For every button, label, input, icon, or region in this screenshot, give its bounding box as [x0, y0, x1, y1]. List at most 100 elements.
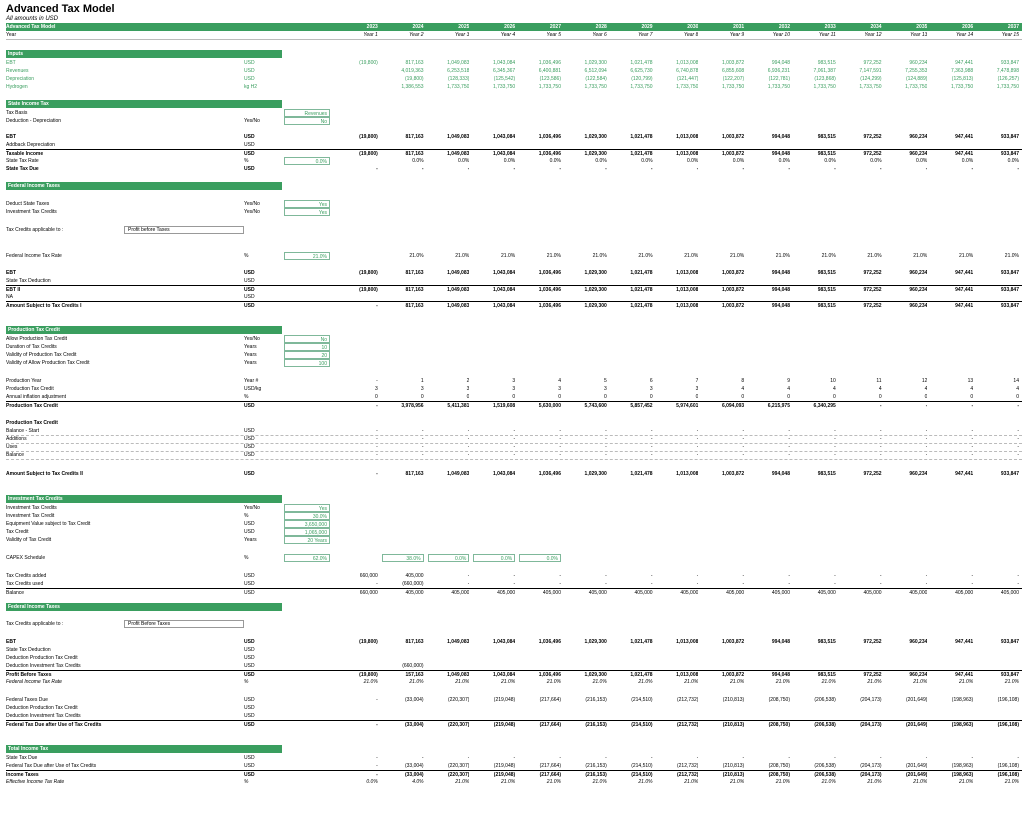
value-cell[interactable]: -: [376, 166, 378, 172]
value-cell[interactable]: -: [376, 452, 378, 458]
value-cell[interactable]: 0: [878, 394, 882, 400]
value-cell[interactable]: 4,019,363: [401, 68, 424, 74]
value-cell[interactable]: [382, 704, 424, 712]
value-cell[interactable]: 21.0%: [775, 679, 790, 685]
value-cell[interactable]: -: [696, 166, 699, 172]
value-cell[interactable]: 3: [375, 386, 378, 392]
value-cell[interactable]: 1,043,084: [492, 303, 516, 309]
value-cell[interactable]: -: [696, 452, 699, 458]
value-cell[interactable]: (196,108): [997, 763, 1019, 769]
value-cell[interactable]: 1,029,300: [584, 60, 607, 66]
value-cell[interactable]: 947,441: [955, 151, 974, 157]
value-cell[interactable]: 1,043,084: [492, 60, 516, 66]
value-cell[interactable]: 817,163: [405, 151, 424, 157]
value-cell[interactable]: 933,847: [1000, 287, 1019, 293]
value-cell[interactable]: 21.0%: [409, 253, 424, 259]
value-cell[interactable]: [840, 419, 882, 427]
value-cell[interactable]: 1,733,750: [492, 84, 516, 90]
value-cell[interactable]: -: [605, 755, 607, 761]
value-cell[interactable]: 6,340,295: [813, 403, 836, 409]
value-cell[interactable]: 4: [970, 386, 974, 392]
value-cell[interactable]: (19,800): [359, 287, 378, 293]
value-cell[interactable]: -: [742, 444, 745, 450]
value-cell[interactable]: (204,173): [860, 722, 882, 728]
value-cell[interactable]: 6,855,608: [721, 68, 745, 74]
value-cell[interactable]: 5: [604, 378, 607, 384]
value-cell[interactable]: 983,515: [817, 134, 836, 140]
value-cell[interactable]: (208,750): [768, 772, 790, 778]
value-cell[interactable]: 1,003,872: [721, 151, 745, 157]
value-cell[interactable]: 960,234: [909, 60, 928, 66]
value-cell[interactable]: -: [1017, 581, 1019, 587]
value-cell[interactable]: 960,234: [909, 270, 928, 276]
value-cell[interactable]: [473, 419, 515, 427]
value-cell[interactable]: 0.0%: [549, 158, 561, 164]
value-cell[interactable]: -: [467, 755, 470, 761]
value-cell[interactable]: -: [742, 573, 745, 579]
value-cell[interactable]: 994,048: [771, 151, 790, 157]
value-cell[interactable]: 1,049,083: [447, 471, 470, 477]
value-cell[interactable]: -: [467, 573, 470, 579]
value-cell[interactable]: 4: [878, 386, 882, 392]
value-cell[interactable]: -: [879, 436, 882, 442]
value-cell[interactable]: 405,000: [542, 590, 561, 596]
year-number-cell[interactable]: Year 9: [729, 32, 745, 38]
value-cell[interactable]: (126,257): [997, 76, 1019, 82]
value-cell[interactable]: (196,108): [997, 697, 1019, 703]
value-cell[interactable]: (201,649): [905, 772, 928, 778]
input-cell[interactable]: 20 Years: [284, 536, 330, 544]
value-cell[interactable]: [886, 646, 928, 654]
value-cell[interactable]: (210,813): [722, 697, 745, 703]
value-cell[interactable]: 0.0%: [824, 158, 836, 164]
value-cell[interactable]: [840, 712, 882, 720]
value-cell[interactable]: 1,733,750: [447, 84, 470, 90]
value-cell[interactable]: [611, 662, 653, 670]
value-cell[interactable]: -: [421, 428, 424, 434]
value-cell[interactable]: 5,974,601: [676, 403, 699, 409]
capex-input-cell[interactable]: 38.0%: [381, 554, 424, 562]
value-cell[interactable]: [657, 654, 699, 662]
value-cell[interactable]: [611, 654, 653, 662]
value-cell[interactable]: (204,173): [860, 763, 882, 769]
value-cell[interactable]: -: [925, 452, 928, 458]
value-cell[interactable]: [748, 654, 790, 662]
value-cell[interactable]: 11: [876, 378, 882, 384]
value-cell[interactable]: -: [650, 444, 653, 450]
value-cell[interactable]: (19,800): [359, 639, 378, 645]
value-cell[interactable]: [519, 704, 561, 712]
value-cell[interactable]: -: [834, 428, 836, 434]
value-cell[interactable]: -: [1017, 403, 1019, 409]
value-cell[interactable]: 1,029,300: [584, 270, 607, 276]
value-cell[interactable]: 405,000: [817, 590, 836, 596]
value-cell[interactable]: 994,048: [771, 134, 790, 140]
value-cell[interactable]: 6,345,367: [492, 68, 516, 74]
year-number-cell[interactable]: Year 6: [592, 32, 607, 38]
year-number-cell[interactable]: Year 10: [772, 32, 790, 38]
value-cell[interactable]: 1,049,083: [447, 60, 470, 66]
value-cell[interactable]: 21.0%: [409, 679, 424, 685]
value-cell[interactable]: -: [650, 436, 653, 442]
value-cell[interactable]: -: [879, 581, 882, 587]
value-cell[interactable]: -: [971, 436, 974, 442]
value-cell[interactable]: [657, 712, 699, 720]
value-cell[interactable]: [611, 704, 653, 712]
value-cell[interactable]: -: [513, 444, 516, 450]
value-cell[interactable]: 1,003,872: [721, 471, 745, 477]
value-cell[interactable]: -: [605, 428, 607, 434]
value-cell[interactable]: 933,847: [1000, 303, 1019, 309]
value-cell[interactable]: 1,013,008: [676, 672, 699, 678]
value-cell[interactable]: (198,963): [951, 697, 974, 703]
value-cell[interactable]: 1,043,084: [492, 471, 516, 477]
value-cell[interactable]: 994,048: [771, 60, 790, 66]
value-cell[interactable]: (217,664): [539, 763, 561, 769]
value-cell[interactable]: 933,847: [1000, 672, 1019, 678]
value-cell[interactable]: 1,049,083: [447, 303, 470, 309]
value-cell[interactable]: 405,000: [497, 590, 516, 596]
value-cell[interactable]: 21.0%: [913, 679, 928, 685]
value-cell[interactable]: 21.0%: [455, 679, 470, 685]
value-cell[interactable]: -: [788, 428, 790, 434]
value-cell[interactable]: [748, 141, 790, 149]
year-number-cell[interactable]: Year 11: [818, 32, 836, 38]
value-cell[interactable]: 21.0%: [775, 253, 790, 259]
year-header-cell[interactable]: 2036: [962, 24, 974, 30]
